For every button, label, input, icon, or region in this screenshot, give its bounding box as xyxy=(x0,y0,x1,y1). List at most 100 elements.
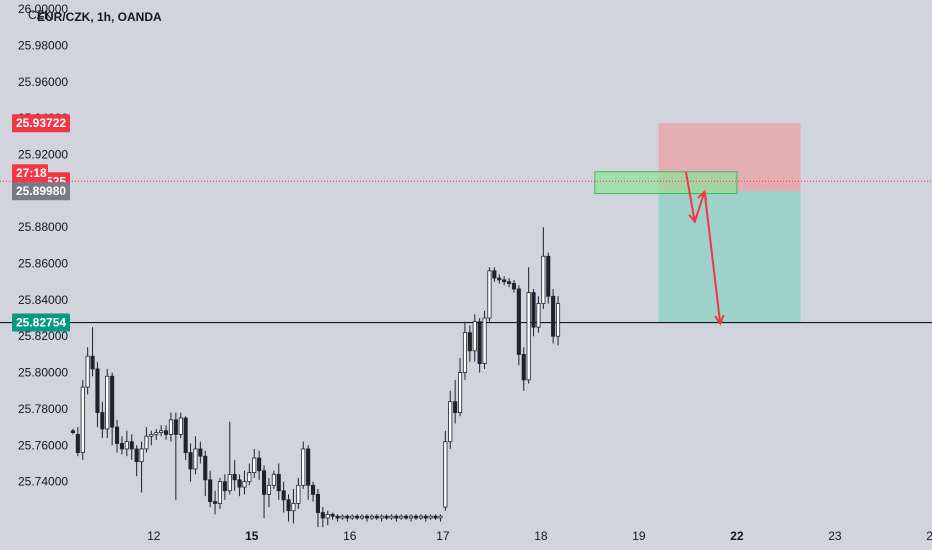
candle-body-up xyxy=(462,332,467,373)
candle xyxy=(546,252,551,304)
candle xyxy=(413,514,418,520)
candle-body-up xyxy=(418,515,423,519)
candle-body-up xyxy=(482,317,487,364)
candles xyxy=(70,227,561,528)
candle-body-up xyxy=(247,472,252,483)
candle-body-up xyxy=(159,430,164,433)
candle-body-down xyxy=(546,255,551,297)
candle-body-down xyxy=(330,513,335,517)
candle-body-down xyxy=(70,430,76,433)
countdown-tag: 27:18 xyxy=(12,164,48,183)
candle-body-up xyxy=(359,515,365,519)
candle-body-down xyxy=(433,515,438,519)
candle-body-down xyxy=(551,295,556,337)
candle-body-down xyxy=(413,515,418,519)
candle xyxy=(521,347,526,391)
candle-body-down xyxy=(261,470,267,495)
candle-body-up xyxy=(168,419,174,435)
candle xyxy=(188,443,193,482)
candle-body-down xyxy=(198,448,203,457)
candle xyxy=(355,514,360,520)
countdown-tag-bg xyxy=(12,164,48,183)
candle-body-up xyxy=(154,432,159,435)
candle xyxy=(119,436,125,455)
candle xyxy=(134,445,139,477)
candle-body-up xyxy=(457,372,463,413)
candle xyxy=(506,278,512,288)
candle xyxy=(257,450,262,480)
candle xyxy=(198,441,203,464)
candle xyxy=(418,514,423,520)
price-tick-label: 25.88000 xyxy=(18,220,68,234)
candle-body-down xyxy=(516,288,521,355)
candle xyxy=(110,372,115,446)
candle xyxy=(462,321,467,380)
candle xyxy=(208,470,213,508)
candle-body-up xyxy=(252,457,257,473)
candle-body-up xyxy=(325,513,330,519)
candle-body-down xyxy=(212,501,218,504)
candle xyxy=(296,478,301,509)
candle-body-up xyxy=(556,303,561,337)
price-tick-label: 26.00000 xyxy=(18,2,68,16)
candle xyxy=(105,368,110,439)
candle xyxy=(100,401,105,439)
candle-body-up xyxy=(124,441,129,450)
candle-body-up xyxy=(139,448,144,463)
price-tick-label: 25.98000 xyxy=(18,38,68,52)
time-tick-label: 23 xyxy=(828,529,842,543)
candle-body-up xyxy=(178,417,183,435)
candle xyxy=(173,412,178,500)
candle xyxy=(266,478,271,508)
candle xyxy=(306,445,311,500)
candle-body-up xyxy=(472,321,477,352)
candle-body-down xyxy=(203,455,208,481)
candle xyxy=(286,494,291,522)
arrow-segment xyxy=(684,171,696,222)
entry-price-tag-label: 25.89980 xyxy=(16,184,66,198)
price-tick-label: 25.82000 xyxy=(18,329,68,343)
candle xyxy=(168,412,174,442)
candle xyxy=(75,427,80,457)
currency-label: CZK xyxy=(28,8,52,22)
candle xyxy=(252,448,257,479)
candle xyxy=(408,514,414,522)
time-axis[interactable]: 12 15 16 17 18 19 22 23 24 xyxy=(147,529,932,543)
time-tick-label: 24 xyxy=(926,529,932,543)
candle xyxy=(511,279,516,293)
candle-body-up xyxy=(266,484,271,495)
candle xyxy=(129,434,134,460)
candle xyxy=(482,310,487,369)
candle-body-down xyxy=(355,515,360,519)
candle-body-up xyxy=(340,515,345,519)
price-tick-label: 25.78000 xyxy=(18,402,68,416)
arrow-head xyxy=(714,314,725,326)
candle-body-down xyxy=(129,441,134,450)
candle-body-up xyxy=(379,515,384,519)
chart-title: EUR/CZK, 1h, OANDA xyxy=(37,10,162,24)
candle-body-up xyxy=(149,433,154,437)
candle xyxy=(139,441,144,493)
price-tick-label: 25.76000 xyxy=(18,438,68,452)
candle xyxy=(423,514,428,522)
candle xyxy=(394,514,399,522)
candle xyxy=(384,514,389,520)
candle xyxy=(247,463,252,486)
stop-price-tag-bg xyxy=(12,114,70,133)
candle xyxy=(350,514,355,520)
candle-body-down xyxy=(237,479,242,488)
time-tick-label: 15 xyxy=(245,529,259,543)
time-tick-label: 22 xyxy=(730,529,744,543)
candle xyxy=(85,347,90,395)
candle xyxy=(374,514,379,520)
candle-body-up xyxy=(271,473,276,486)
candle xyxy=(379,514,384,522)
time-tick-label: 16 xyxy=(343,529,357,543)
candle xyxy=(320,507,325,528)
time-tick-label: 19 xyxy=(632,529,646,543)
candle-body-down xyxy=(521,354,526,381)
candle xyxy=(242,470,247,495)
candle-body-up xyxy=(217,481,223,504)
